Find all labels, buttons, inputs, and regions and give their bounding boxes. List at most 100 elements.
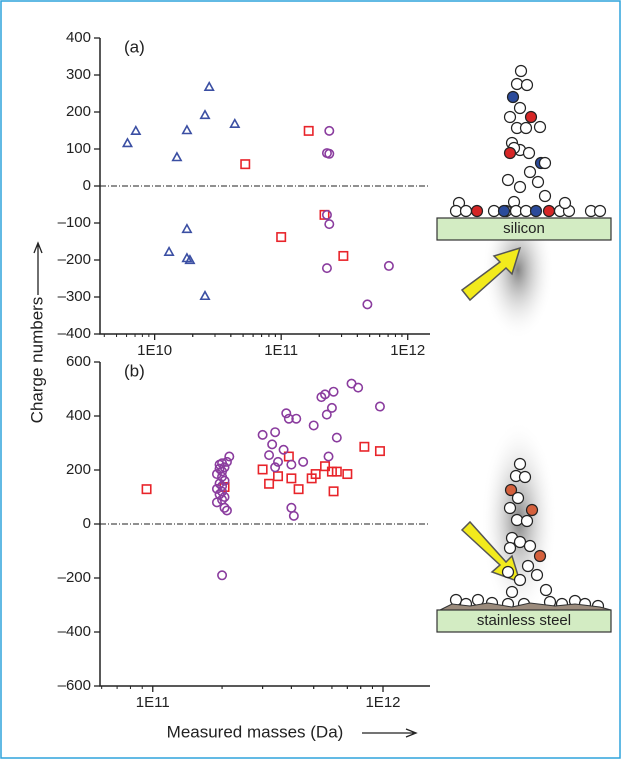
square-point — [331, 466, 342, 477]
circle-point — [286, 459, 297, 470]
circle-point — [353, 382, 364, 393]
square-point — [293, 484, 304, 495]
square-point — [286, 473, 297, 484]
square-point — [342, 469, 353, 480]
square-point — [338, 250, 349, 261]
y-tick-label: –200 — [58, 569, 91, 586]
circle-point — [288, 510, 299, 521]
axes — [99, 362, 430, 687]
circle-point — [257, 429, 268, 440]
triangle-point — [199, 109, 211, 120]
circle-point — [267, 439, 278, 450]
y-tick-label: 400 — [66, 407, 91, 424]
x-axis-label: Measured masses (Da) — [167, 722, 344, 741]
circle-point — [273, 456, 284, 467]
circle-point — [324, 219, 335, 230]
x-tick-label: 1E11 — [136, 694, 170, 711]
panel-title: (a) — [124, 37, 145, 56]
square-point — [276, 232, 287, 243]
triangle-point — [181, 223, 193, 234]
circle-point — [211, 469, 222, 480]
triangle-point — [229, 117, 241, 128]
triangle-point — [184, 254, 196, 265]
circle-point — [219, 475, 230, 486]
x-tick-label: 1E11 — [264, 342, 298, 359]
square-point — [320, 461, 331, 472]
circle-point — [331, 432, 342, 443]
circle-point — [270, 427, 281, 438]
triangle-point — [121, 137, 134, 148]
substrate-label: stainless steel — [477, 612, 571, 629]
circle-point — [217, 570, 228, 581]
y-tick-label: –300 — [58, 288, 91, 305]
circle-point — [298, 456, 309, 467]
circle-point — [321, 263, 332, 274]
circle-point — [291, 413, 302, 424]
square-point — [359, 441, 370, 452]
circle-point — [281, 408, 292, 419]
circle-point — [321, 409, 332, 420]
y-tick-label: –200 — [58, 251, 91, 268]
circle-point — [326, 402, 337, 413]
circle-point — [323, 451, 334, 462]
circle-point — [286, 502, 297, 513]
y-tick-label: 400 — [66, 29, 91, 46]
circle-point — [219, 491, 230, 502]
triangle-point — [163, 246, 175, 257]
circle-point — [320, 389, 331, 400]
square-point — [273, 471, 284, 482]
circle-point — [362, 299, 373, 310]
substrate-label: silicon — [503, 220, 545, 237]
circle-point — [383, 260, 394, 271]
x-tick-label: 1E10 — [137, 342, 172, 359]
y-tick-label: 0 — [83, 177, 91, 194]
triangle-point — [199, 290, 211, 301]
y-axis-arrow — [33, 241, 43, 295]
y-tick-label: –400 — [58, 325, 91, 342]
x-axis-arrow — [362, 728, 418, 738]
diagram-silicon: silicon — [436, 64, 612, 340]
square-point — [264, 478, 275, 489]
x-tick-label: 1E12 — [390, 342, 425, 359]
circle-point — [224, 451, 235, 462]
y-tick-label: –400 — [58, 623, 91, 640]
circle-point — [278, 444, 289, 455]
y-tick-label: –100 — [58, 214, 91, 231]
y-tick-label: –600 — [58, 677, 91, 694]
circle-point — [328, 386, 339, 397]
y-tick-label: 200 — [66, 461, 91, 478]
y-tick-label: 300 — [66, 66, 91, 83]
y-tick-label: 200 — [66, 103, 91, 120]
y-tick-label: 100 — [66, 140, 91, 157]
square-point — [374, 446, 385, 457]
triangle-point — [203, 80, 215, 91]
circle-point — [324, 148, 335, 159]
y-tick-label: 0 — [83, 515, 91, 532]
square-point — [257, 464, 268, 475]
square-point — [310, 469, 321, 480]
circle-point — [221, 456, 232, 467]
circle-point — [270, 462, 281, 473]
circle-point — [211, 483, 222, 494]
circle-point — [283, 413, 294, 424]
circle-point — [308, 420, 319, 431]
triangle-point — [130, 125, 142, 136]
panel-title: (b) — [124, 361, 145, 380]
axes — [99, 38, 430, 335]
diagram-steel: stainless steel — [436, 420, 612, 633]
circle-point — [211, 497, 222, 508]
circle-point — [321, 209, 332, 220]
circle-point — [221, 505, 232, 516]
triangle-point — [171, 151, 183, 162]
square-point — [240, 159, 251, 170]
y-axis-label: Charge numbers — [27, 297, 46, 424]
circle-point — [219, 502, 230, 513]
circle-point — [374, 401, 385, 412]
y-tick-label: 600 — [66, 353, 91, 370]
x-tick-label: 1E12 — [365, 694, 400, 711]
square-point — [328, 486, 339, 497]
square-point — [303, 125, 314, 136]
square-point — [141, 484, 152, 495]
